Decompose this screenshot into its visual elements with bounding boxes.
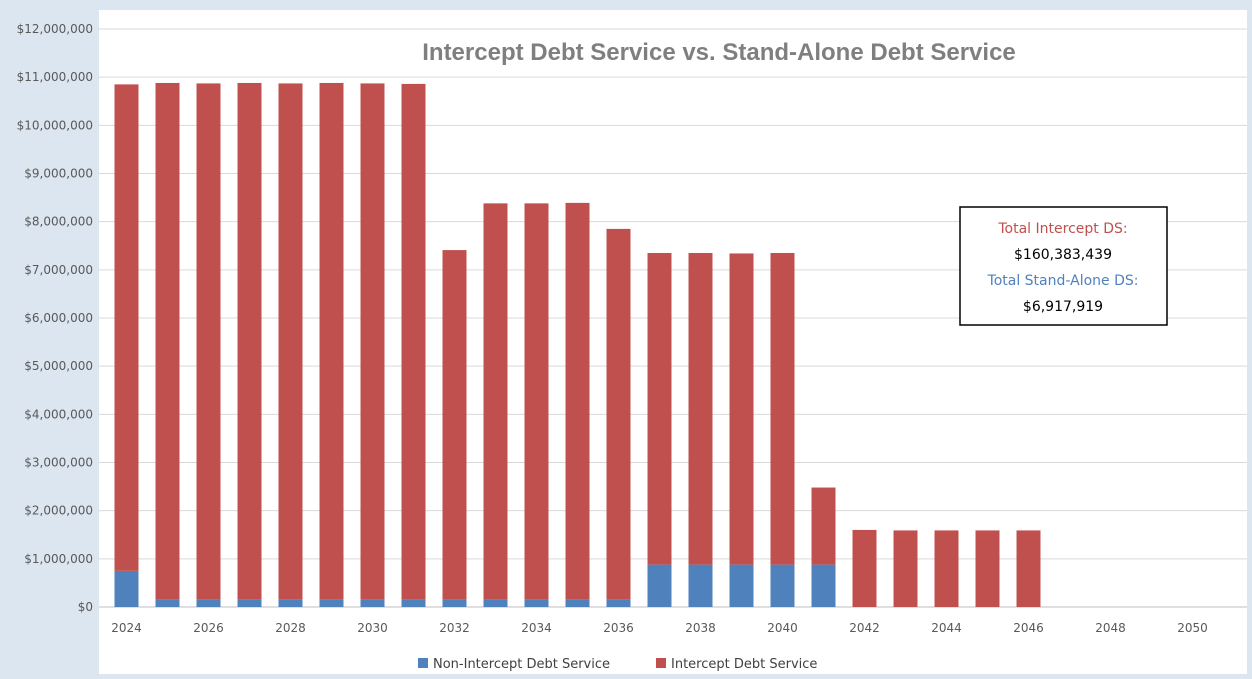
bar-intercept: [401, 83, 426, 600]
x-tick-label: 2042: [849, 621, 880, 635]
y-axis-tick-labels: $0 $1,000,000 $2,000,000 $3,000,000 $4,000,0…: [17, 22, 93, 614]
bar-non-intercept: [524, 599, 549, 607]
totals-annotation-box: Total Intercept DS: $160,383,439 Total S…: [959, 206, 1168, 326]
bar-intercept: [155, 82, 180, 600]
bar-intercept: [934, 530, 959, 607]
bar-non-intercept: [319, 599, 344, 607]
annotation-box-border: [959, 206, 1168, 326]
x-tick-label: 2040: [767, 621, 798, 635]
total-intercept-label: Total Intercept DS:: [997, 221, 1127, 237]
y-tick-label: $3,000,000: [24, 456, 93, 470]
bar-intercept: [442, 250, 467, 600]
total-standalone-label: Total Stand-Alone DS:: [987, 273, 1139, 289]
bar-non-intercept: [155, 599, 180, 607]
bars: [114, 82, 1041, 607]
bar-non-intercept: [401, 599, 426, 607]
x-tick-label: 2048: [1095, 621, 1126, 635]
bar-non-intercept: [196, 599, 221, 607]
bar-intercept: [729, 253, 754, 565]
bar-non-intercept: [278, 599, 303, 607]
x-tick-label: 2034: [521, 621, 552, 635]
x-tick-label: 2030: [357, 621, 388, 635]
y-tick-label: $6,000,000: [24, 311, 93, 325]
total-intercept-value: $160,383,439: [1014, 247, 1112, 263]
bar-non-intercept: [442, 599, 467, 607]
y-tick-label: $7,000,000: [24, 263, 93, 277]
x-tick-label: 2026: [193, 621, 224, 635]
bar-intercept: [565, 202, 590, 600]
bar-intercept: [319, 82, 344, 600]
y-tick-label: $8,000,000: [24, 215, 93, 229]
bar-non-intercept: [237, 599, 262, 607]
bar-non-intercept: [770, 564, 795, 607]
x-tick-label: 2028: [275, 621, 306, 635]
bar-intercept: [278, 83, 303, 600]
bar-non-intercept: [647, 564, 672, 607]
legend: Non-Intercept Debt Service Intercept Deb…: [418, 657, 817, 672]
bar-non-intercept: [483, 599, 508, 607]
bar-intercept: [688, 252, 713, 565]
bar-non-intercept: [729, 564, 754, 607]
bar-intercept: [893, 530, 918, 607]
legend-swatch-non-intercept: [418, 658, 428, 668]
x-axis-tick-labels: 2024 2026 2028 2030 2032 2034 2036 2038 2040 2042…: [111, 621, 1208, 635]
bar-intercept: [770, 252, 795, 565]
bar-intercept: [360, 83, 385, 600]
legend-label-intercept: Intercept Debt Service: [671, 657, 817, 672]
y-tick-label: $9,000,000: [24, 167, 93, 181]
bar-intercept: [852, 529, 877, 607]
chart-title: Intercept Debt Service vs. Stand-Alone D…: [422, 39, 1016, 66]
y-tick-label: $12,000,000: [17, 22, 93, 36]
bar-intercept: [114, 84, 139, 571]
bar-intercept: [1016, 530, 1041, 607]
x-tick-label: 2038: [685, 621, 716, 635]
bar-intercept: [647, 252, 672, 565]
plot-area-background: [99, 10, 1247, 674]
bar-intercept: [975, 530, 1000, 607]
y-tick-label: $5,000,000: [24, 359, 93, 373]
bar-non-intercept: [688, 564, 713, 607]
bar-intercept: [483, 203, 508, 600]
legend-swatch-intercept: [656, 658, 666, 668]
bar-intercept: [524, 203, 549, 600]
bar-intercept: [237, 82, 262, 600]
y-tick-label: $2,000,000: [24, 504, 93, 518]
bar-intercept: [811, 487, 836, 565]
x-tick-label: 2050: [1177, 621, 1208, 635]
bar-non-intercept: [606, 599, 631, 607]
x-tick-label: 2046: [1013, 621, 1044, 635]
bar-non-intercept: [360, 599, 385, 607]
x-tick-label: 2032: [439, 621, 470, 635]
y-tick-label: $0: [78, 600, 93, 614]
bar-non-intercept: [811, 564, 836, 607]
total-standalone-value: $6,917,919: [1023, 299, 1103, 315]
x-tick-label: 2036: [603, 621, 634, 635]
y-tick-label: $11,000,000: [17, 70, 93, 84]
y-tick-label: $4,000,000: [24, 407, 93, 421]
x-tick-label: 2044: [931, 621, 962, 635]
bar-intercept: [196, 83, 221, 600]
bar-intercept: [606, 228, 631, 600]
bar-non-intercept: [565, 599, 590, 607]
y-tick-label: $10,000,000: [17, 118, 93, 132]
x-tick-label: 2024: [111, 621, 142, 635]
y-tick-label: $1,000,000: [24, 552, 93, 566]
legend-label-non-intercept: Non-Intercept Debt Service: [433, 657, 610, 672]
bar-non-intercept: [114, 570, 139, 607]
